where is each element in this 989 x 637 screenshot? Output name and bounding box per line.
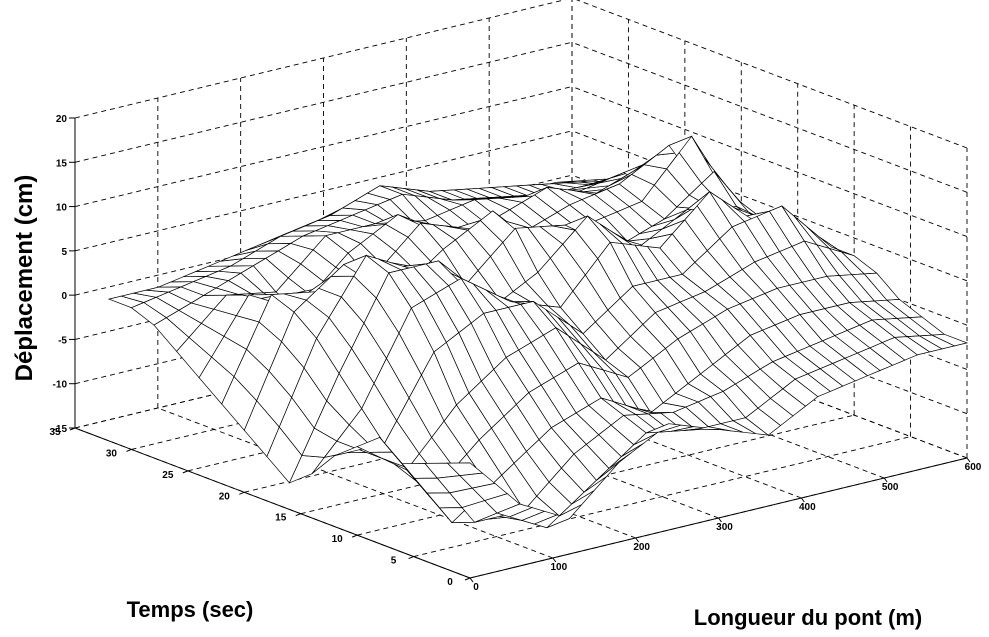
x-tick-label: 400 [799,502,816,513]
x-tick-label: 200 [633,542,650,553]
grid-line [571,41,968,193]
z-tick-label: -10 [53,380,68,391]
grid-line [157,407,553,559]
y-tick-mark [408,556,414,560]
x-tick-mark [883,477,888,483]
grid-line [74,130,573,252]
y-tick-label: 20 [219,491,231,502]
y-tick-mark [239,491,245,495]
x-tick-label: 600 [965,462,982,473]
grid-line [575,0,968,149]
x-tick-label: 300 [716,522,733,533]
z-tick-label: -15 [53,424,68,435]
x-tick-mark [718,517,722,523]
y-tick-label: 35 [49,427,61,438]
grid-line [74,86,573,208]
x-tick-mark [800,497,805,503]
x-tick-label: 0 [473,582,479,593]
y-tick-label: 5 [391,556,397,567]
x-axis-label: Longueur du pont (m) [694,605,923,630]
z-tick-label: 5 [61,247,67,258]
z-tick-label: 0 [61,291,67,302]
y-tick-mark [126,448,132,452]
y-tick-label: 15 [275,513,287,524]
z-axis-label: Déplacement (cm) [11,175,38,382]
y-axis-line [74,427,471,579]
y-tick-mark [351,534,358,538]
x-tick-mark [635,537,640,543]
grid-line [571,86,968,237]
y-tick-mark [464,577,471,581]
x-tick-label: 500 [882,482,899,493]
z-tick-label: 10 [56,203,68,214]
tick-labels: 0 100 200 300 400 500 600 0 5 10 15 20 25 30 35 20 15 10 5… [49,114,981,593]
surface-mesh [107,135,969,529]
y-tick-label: 10 [332,534,344,545]
z-tick-label: 20 [56,114,68,125]
y-tick-label: 25 [162,470,174,481]
y-tick-label: 30 [106,448,118,459]
y-tick-mark [182,470,189,474]
y-axis-label: Temps (sec) [127,597,254,622]
y-tick-mark [295,513,301,517]
z-tick-label: -5 [58,335,67,346]
x-tick-mark [552,557,557,563]
grid-line [571,130,968,282]
grid-line [413,436,911,558]
x-tick-label: 100 [550,562,567,573]
y-tick-label: 0 [447,577,453,588]
surface-face [930,333,969,347]
grid-line [74,0,566,119]
x-tick-mark [469,577,474,583]
z-tick-label: 15 [56,158,68,169]
grid-line [74,41,573,163]
x-tick-mark [966,457,971,463]
